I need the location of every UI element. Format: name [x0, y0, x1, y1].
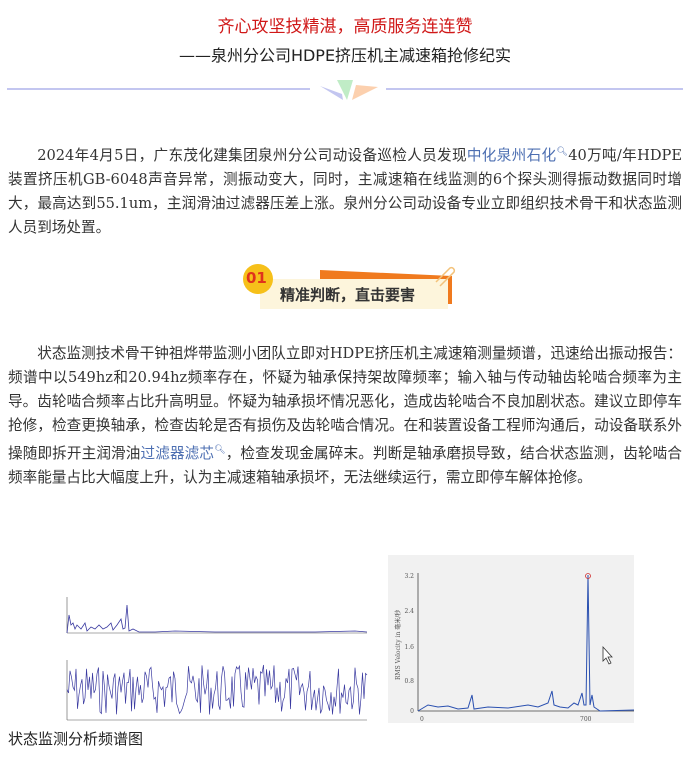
frequency-spectrum-trace [66, 604, 368, 634]
paragraph-text: ，检查发现金属碎末。判断是轴承磨损导致，结合状态监测，齿轮啮合频率能量占比大幅度… [8, 444, 682, 486]
y-tick: 3.2 [404, 573, 414, 580]
y-tick: 0.8 [404, 678, 414, 685]
paragraph-text: 2024年4月5日，广东茂化建集团泉州分公司动设备巡检人员发现 [37, 146, 467, 164]
search-icon[interactable]: 🔍︎ [214, 445, 226, 455]
y-axis-label: RMS Velocity in 毫米/秒 [394, 610, 402, 680]
search-icon[interactable]: 🔍︎ [556, 147, 569, 157]
y-tick: 2.4 [404, 608, 414, 615]
time-waveform-trace [66, 664, 368, 715]
figure-caption: 状态监测分析频谱图 [8, 730, 144, 748]
paperclip-icon [435, 266, 456, 287]
paragraph-2: 状态监测技术骨干钟祖烨带监测小团队立即对HDPE挤压机主减速箱测量频谱，迅速给出… [8, 342, 682, 490]
spectrum-image-right: 3.2 2.4 1.6 0.8 0 0 700 RMS Velocity in … [388, 555, 634, 723]
article-subtitle: ——泉州分公司HDPE挤压机主减速箱抢修纪实 [178, 46, 512, 65]
velocity-spectrum-trace [417, 574, 634, 712]
section-heading: 精准判断，直击要害 [280, 286, 416, 304]
cursor-icon [602, 645, 613, 665]
x-tick: 0 [420, 716, 424, 723]
y-tick: 1.6 [404, 644, 414, 651]
decorative-divider [7, 80, 683, 100]
badge-background [243, 264, 456, 309]
search-link-sinochem[interactable]: 中化泉州石化 [466, 146, 557, 164]
peak-marker [585, 573, 591, 579]
article-title: 齐心攻坚技精湛，高质服务连连赞 [217, 17, 473, 37]
paragraph-text: 状态监测技术骨干钟祖烨带监测小团队立即对HDPE挤压机主减速箱测量频谱，迅速给出… [8, 345, 682, 462]
section-heading-badge: 01 精准判断，直击要害 [240, 262, 460, 312]
search-link-filter[interactable]: 过滤器滤芯 [140, 444, 215, 462]
y-tick: 0 [410, 708, 414, 715]
spectrum-image-left [66, 597, 368, 721]
x-tick: 700 [580, 716, 592, 723]
paragraph-1: 2024年4月5日，广东茂化建集团泉州分公司动设备巡检人员发现中化泉州石化🔍︎4… [8, 140, 682, 240]
section-number: 01 [246, 269, 267, 287]
paragraph-text: 40万吨/年HDPE装置挤压机GB-6048声音异常，测振动变大，同时，主减速箱… [8, 146, 682, 236]
